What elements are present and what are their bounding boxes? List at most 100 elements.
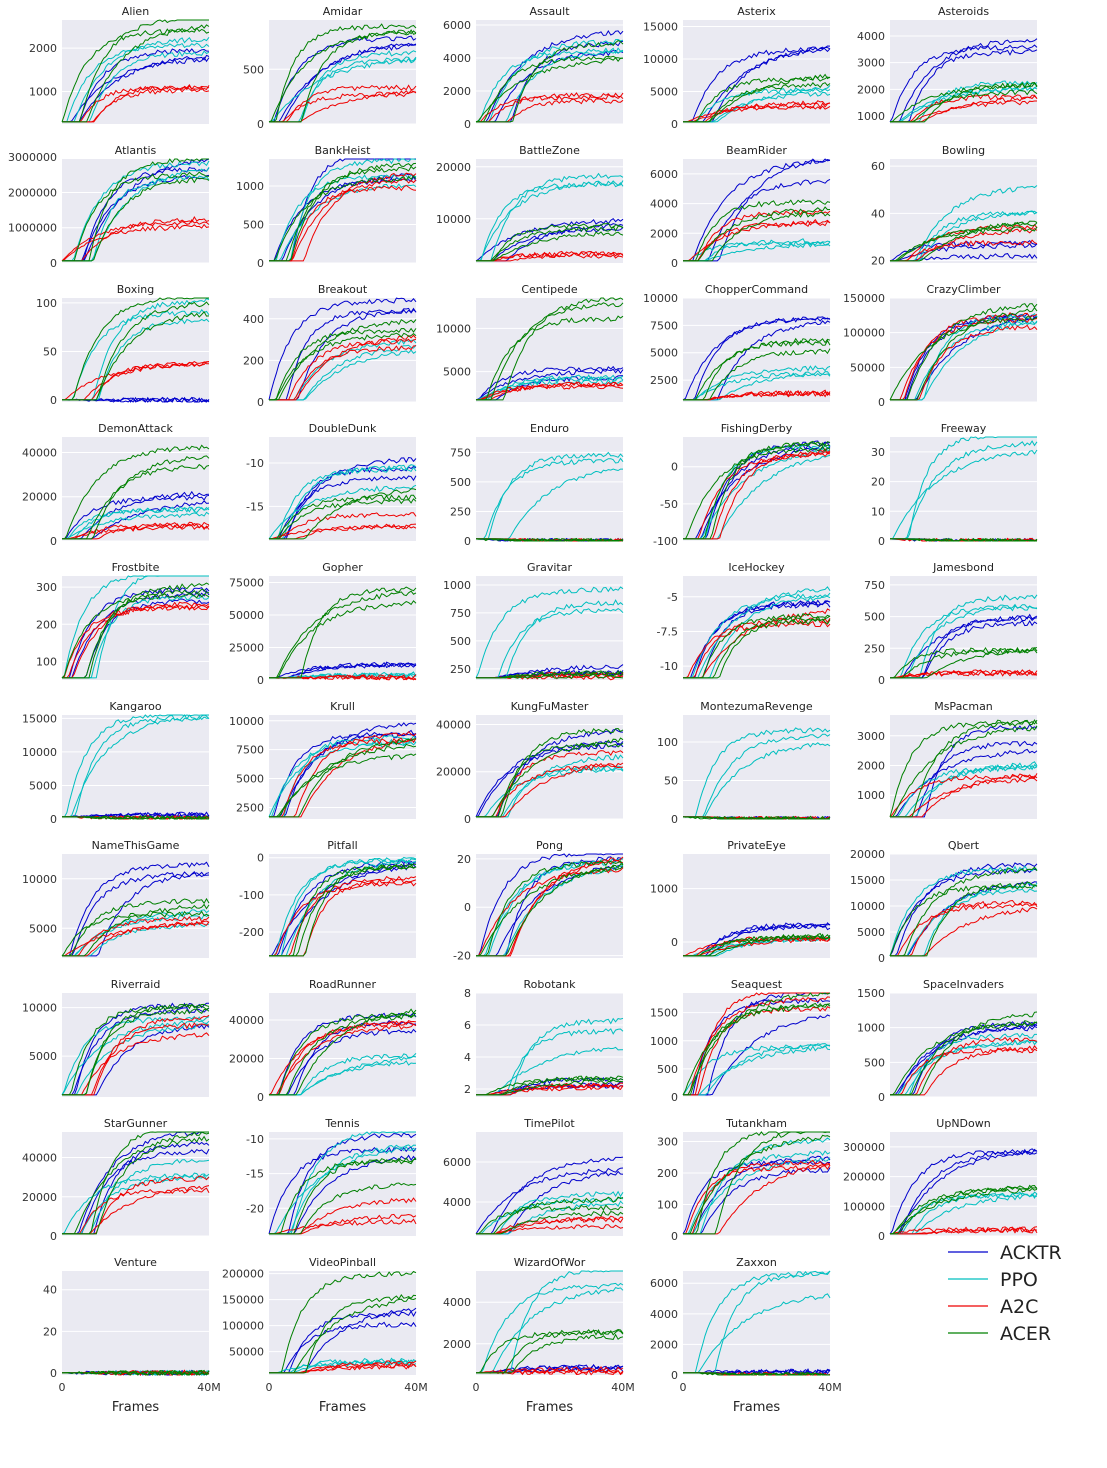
y-tick-label: 2000	[650, 1338, 678, 1351]
series-line-acer	[476, 222, 624, 262]
panel-kangaroo: Kangaroo 0 5000 10000 15000	[22, 700, 210, 826]
series-line-acer	[476, 315, 624, 401]
y-tick-label: 0	[671, 461, 678, 474]
y-tick-label: 10000	[643, 53, 678, 66]
y-tick-label: 0	[878, 674, 885, 687]
series-line-a2c	[683, 105, 831, 123]
panel-title: UpNDown	[936, 1117, 990, 1130]
y-tick-label: -100	[653, 535, 678, 548]
y-tick-label: 1000	[857, 789, 885, 802]
panel-doubledunk: DoubleDunk -15 -10	[246, 422, 417, 541]
series-line-acer	[61, 592, 210, 679]
series-line-a2c	[61, 223, 210, 262]
y-tick-label: 100	[657, 1198, 678, 1211]
plot-background	[62, 1271, 209, 1375]
panel-stargunner: StarGunner 0 20000 40000	[22, 1117, 210, 1243]
series-line-acktr	[269, 729, 417, 818]
series-line-ppo	[476, 1282, 624, 1374]
series-lines	[268, 297, 417, 401]
series-line-a2c	[683, 937, 831, 957]
panel-title: Jamesbond	[932, 561, 994, 574]
series-line-a2c	[890, 239, 1038, 262]
series-line-a2c	[62, 524, 210, 540]
series-line-ppo	[683, 365, 831, 401]
series-line-a2c	[683, 451, 831, 540]
series-line-a2c	[476, 1082, 624, 1096]
series-line-acer	[268, 29, 417, 123]
series-line-acer	[890, 1021, 1038, 1096]
series-line-acktr	[890, 613, 1038, 679]
y-tick-label: 3000	[857, 57, 885, 70]
series-line-acer	[269, 162, 417, 262]
plot-background	[476, 20, 623, 124]
series-line-acer	[269, 1008, 417, 1096]
series-line-ppo	[889, 865, 1038, 957]
panel-title: Venture	[114, 1256, 157, 1269]
y-tick-label: 100	[36, 655, 57, 668]
panel-enduro: Enduro 0 250 500 750	[450, 422, 624, 548]
y-tick-label: 20000	[436, 766, 471, 779]
series-line-acer	[890, 538, 1038, 542]
panel-title: VideoPinball	[309, 1256, 376, 1269]
series-line-acer	[269, 864, 417, 957]
x-tick-label: 0	[266, 1381, 273, 1394]
y-tick-label: -7.5	[657, 625, 678, 638]
panel-tennis: Tennis -20 -15 -10	[246, 1117, 417, 1236]
y-tick-label: 5000	[857, 926, 885, 939]
plot-background	[890, 993, 1037, 1097]
series-lines	[476, 853, 624, 957]
series-line-acer	[269, 738, 417, 818]
series-line-ppo	[683, 1044, 831, 1096]
series-line-acktr	[62, 174, 210, 262]
series-line-a2c	[62, 1014, 210, 1096]
panel-title: BeamRider	[726, 144, 787, 157]
y-tick-label: -200	[239, 926, 264, 939]
x-tick-label: 0	[680, 1381, 687, 1394]
series-line-acer	[476, 865, 624, 957]
series-line-acer	[269, 494, 417, 540]
series-line-acer	[682, 1003, 831, 1096]
series-line-a2c	[62, 84, 210, 123]
series-lines	[890, 594, 1038, 679]
series-lines	[683, 440, 831, 540]
panel-title: Kangaroo	[109, 700, 161, 713]
y-tick-label: 2500	[650, 374, 678, 387]
series-line-ppo	[62, 160, 210, 262]
legend-label: A2C	[1000, 1296, 1038, 1318]
series-line-ppo	[62, 308, 210, 401]
series-line-acktr	[269, 863, 417, 957]
series-line-acer	[890, 303, 1038, 401]
y-tick-label: 3000	[857, 730, 885, 743]
series-line-acktr	[890, 862, 1038, 957]
y-tick-label: 10	[871, 505, 885, 518]
series-line-a2c	[890, 1047, 1038, 1096]
series-line-ppo	[476, 766, 624, 818]
panel-title: Qbert	[948, 839, 980, 852]
y-tick-label: 50	[664, 774, 678, 787]
series-line-acktr	[62, 861, 210, 957]
series-lines	[61, 1002, 210, 1096]
series-line-ppo	[476, 172, 624, 262]
series-lines	[475, 451, 624, 542]
series-line-ppo	[62, 506, 210, 540]
series-lines	[269, 1270, 417, 1374]
series-line-a2c	[476, 92, 624, 123]
y-tick-label: 1500	[650, 1007, 678, 1020]
y-tick-label: 10000	[643, 292, 678, 305]
series-line-acer	[62, 177, 210, 262]
panel-icehockey: IceHockey -10 -7.5 -5	[657, 561, 831, 680]
y-tick-label: 0	[257, 852, 264, 865]
y-tick-label: 0	[257, 1091, 264, 1104]
series-line-ppo	[62, 714, 210, 818]
series-line-acer	[476, 670, 624, 679]
series-lines	[61, 158, 210, 262]
y-tick-label: 100	[36, 297, 57, 310]
panel-title: Asterix	[737, 5, 776, 18]
panel-zaxxon: Zaxxon 0 2000 4000 6000 0 40M Frames	[650, 1256, 842, 1415]
series-line-a2c	[269, 881, 417, 957]
series-lines	[475, 1156, 624, 1235]
series-line-acktr	[475, 365, 624, 401]
series-line-acktr	[62, 494, 210, 540]
panel-centipede: Centipede 5000 10000	[436, 283, 624, 402]
y-tick-label: 3000000	[8, 151, 57, 164]
